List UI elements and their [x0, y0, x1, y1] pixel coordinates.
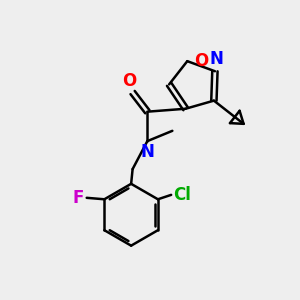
- Text: O: O: [122, 72, 137, 90]
- Text: N: N: [209, 50, 223, 68]
- Text: O: O: [194, 52, 208, 70]
- Text: Cl: Cl: [172, 186, 190, 204]
- Text: F: F: [72, 189, 84, 207]
- Text: N: N: [140, 142, 154, 160]
